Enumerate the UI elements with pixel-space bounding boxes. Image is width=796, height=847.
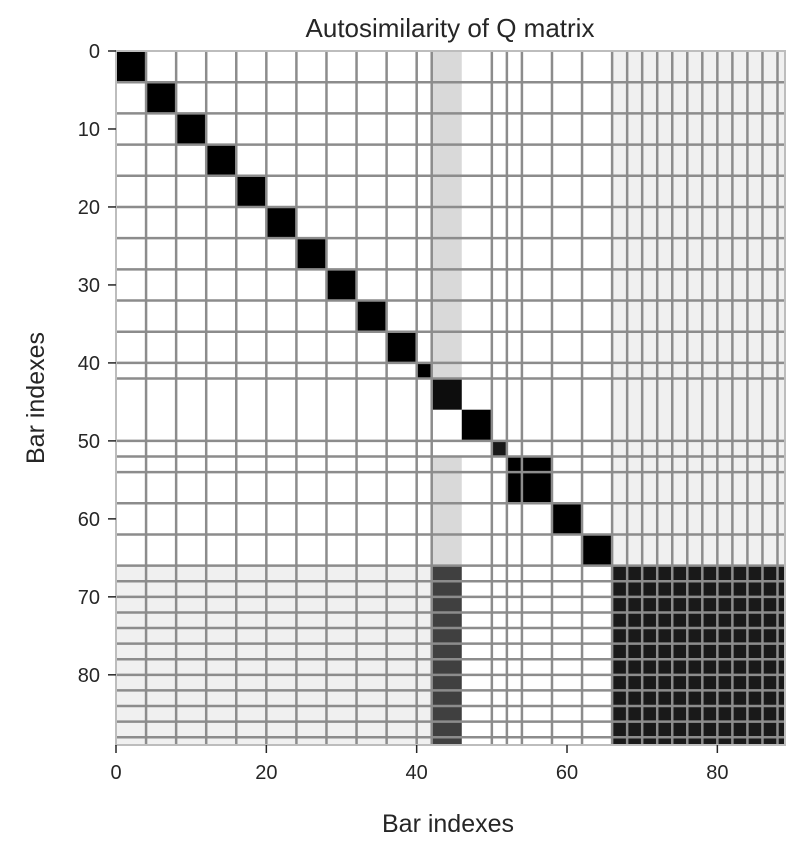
y-tick-label: 50 <box>78 431 100 453</box>
heatmap-block <box>236 175 267 207</box>
heatmap-block <box>266 206 297 239</box>
heatmap-block <box>296 238 327 270</box>
y-tick-label: 60 <box>78 509 100 531</box>
heatmap-cells <box>116 51 785 745</box>
x-tick-label: 80 <box>706 762 728 784</box>
heatmap-block <box>326 269 357 301</box>
heatmap-block <box>551 503 583 535</box>
y-tick-label: 30 <box>78 275 100 297</box>
heatmap-block <box>116 51 147 83</box>
y-tick-label: 80 <box>78 665 100 687</box>
heatmap-block <box>461 409 492 441</box>
heatmap-block <box>176 113 207 145</box>
heatmap-block <box>356 300 387 332</box>
y-axis-ticks: 0 10 20 30 40 50 60 70 80 <box>78 41 116 687</box>
heatmap-block <box>491 440 507 457</box>
y-tick-label: 10 <box>78 119 100 141</box>
heatmap-block <box>506 456 552 504</box>
heatmap-block <box>431 456 462 566</box>
heatmap-block <box>206 144 237 176</box>
y-tick-label: 20 <box>78 197 100 219</box>
heatmap-block <box>431 378 462 410</box>
x-tick-label: 0 <box>110 762 121 784</box>
heatmap-block <box>582 534 613 566</box>
heatmap-block <box>431 51 462 379</box>
x-axis-label: Bar indexes <box>382 810 514 838</box>
plot-frame <box>115 50 786 746</box>
y-tick-label: 40 <box>78 353 100 375</box>
x-tick-label: 20 <box>255 762 277 784</box>
chart-title: Autosimilarity of Q matrix <box>306 13 595 43</box>
heatmap-block <box>416 362 432 379</box>
heatmap-block <box>146 82 177 114</box>
heatmap-block <box>116 565 432 745</box>
x-tick-label: 60 <box>556 762 578 784</box>
y-tick-label: 70 <box>78 587 100 609</box>
heatmap-block <box>431 565 462 745</box>
x-axis-ticks: 0 20 40 60 80 <box>110 745 728 784</box>
y-axis-label: Bar indexes <box>22 332 50 464</box>
y-tick-label: 0 <box>89 41 100 63</box>
heatmap-block <box>612 51 785 566</box>
heatmap-block <box>612 565 785 745</box>
heatmap-block <box>386 331 417 363</box>
x-tick-label: 40 <box>406 762 428 784</box>
heatmap-gridlines <box>116 51 785 745</box>
